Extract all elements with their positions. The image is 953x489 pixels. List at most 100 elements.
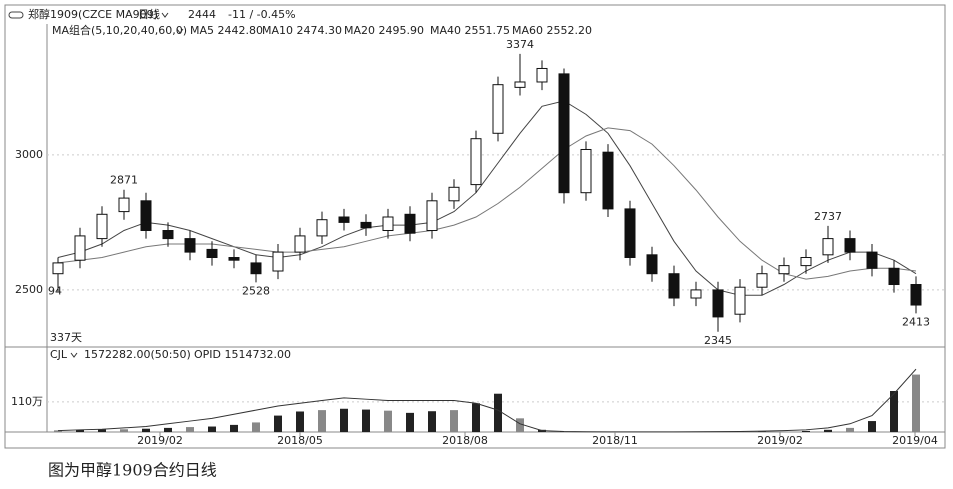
candle-body: [514, 81, 526, 88]
candle-body: [52, 262, 64, 275]
volume-bar: [406, 412, 414, 432]
candle-body: [800, 257, 812, 267]
candle-body: [96, 213, 108, 240]
candle-body: [646, 254, 658, 275]
candle-body: [844, 238, 856, 253]
candle-body: [558, 73, 570, 194]
volume-bar: [472, 403, 480, 432]
last-price: 2444: [188, 8, 216, 21]
candle-body: [228, 257, 240, 261]
oi-header: OPID 1514732.00: [194, 348, 291, 361]
candle-body: [74, 235, 86, 261]
x-tick-label: 2018/05: [277, 434, 323, 447]
candle-body: [536, 67, 548, 83]
volume-bar: [252, 422, 260, 432]
price-label: 2345: [704, 334, 732, 347]
chevron[interactable]: [70, 352, 78, 358]
ma-line: [57, 100, 917, 296]
volume-bar: [802, 430, 810, 432]
chevron[interactable]: [161, 12, 169, 18]
price-label: 2528: [242, 284, 270, 297]
volume-bar: [230, 424, 238, 432]
candle-body: [734, 286, 746, 315]
candle-body: [404, 213, 416, 234]
price-label: 2871: [110, 174, 138, 187]
period[interactable]: 日线: [138, 7, 160, 21]
volume-bar: [868, 421, 876, 432]
candle-body: [888, 267, 900, 286]
volume-header: 1572282.00(50:50): [84, 348, 191, 361]
volume-name[interactable]: CJL: [50, 348, 68, 361]
volume-bar: [98, 429, 106, 432]
y-tick-label: 2500: [15, 283, 43, 296]
contract-title: 郑醇1909(CZCE MA909): [28, 7, 158, 21]
price-label: 2413: [902, 315, 930, 328]
days-label: 337天: [50, 331, 82, 344]
volume-bar: [340, 408, 348, 432]
candle-body: [822, 238, 834, 256]
candle-body: [338, 216, 350, 223]
y-tick-label: 110万: [11, 395, 43, 408]
candle-body: [866, 251, 878, 269]
chevron[interactable]: [176, 28, 184, 34]
volume-bar: [186, 427, 194, 432]
frame: [4, 4, 946, 449]
candle-body: [316, 219, 328, 237]
ma-legend: MA60 2552.20: [512, 24, 592, 37]
candle-body: [910, 284, 922, 306]
volume-bar: [208, 426, 216, 432]
volume-bar: [318, 410, 326, 432]
candle-body: [668, 273, 680, 299]
volume-bar: [516, 418, 524, 432]
ma-legend: MA40 2551.75: [430, 24, 510, 37]
x-tick-label: 2019/04: [892, 434, 938, 447]
ma-legend: MA10 2474.30: [262, 24, 342, 37]
volume-bar: [780, 431, 788, 432]
candle-body: [624, 208, 636, 259]
volume-bar: [296, 411, 304, 432]
volume-bar: [494, 393, 502, 432]
candle-body: [492, 84, 504, 134]
ma-header[interactable]: MA组合(5,10,20,40,60,0): [52, 23, 187, 37]
volume-bar: [890, 390, 898, 432]
candle-body: [162, 230, 174, 240]
candle-body: [690, 289, 702, 299]
candle-body: [382, 216, 394, 232]
y-tick-label: 3000: [15, 148, 43, 161]
candle-body: [712, 289, 724, 318]
ma-legend: MA5 2442.80: [190, 24, 263, 37]
x-tick-label: 2018/08: [442, 434, 488, 447]
candle-body: [602, 151, 614, 210]
candle-body: [294, 235, 306, 253]
candle-body: [272, 251, 284, 272]
caption: 图为甲醇1909合约日线: [48, 461, 217, 480]
volume-bar: [76, 429, 84, 432]
volume-bar: [120, 429, 128, 432]
volume-bar: [846, 427, 854, 432]
candle-body: [118, 197, 130, 213]
candle-body: [448, 186, 460, 202]
volume-bar: [362, 409, 370, 432]
volume-bar: [428, 411, 436, 432]
price-label: 2737: [814, 210, 842, 223]
link-icon[interactable]: [8, 11, 24, 19]
volume-bar: [384, 410, 392, 432]
edge-label: 94: [48, 285, 62, 298]
volume-bar: [142, 428, 150, 432]
volume-bar: [450, 410, 458, 432]
volume-bar: [54, 430, 62, 432]
candle-body: [778, 265, 790, 275]
candle-body: [470, 138, 482, 186]
candle-body: [140, 200, 152, 232]
x-tick-label: 2019/02: [757, 434, 803, 447]
volume-bar: [164, 427, 172, 432]
ma-legend: MA20 2495.90: [344, 24, 424, 37]
volume-bar: [824, 429, 832, 432]
ma-line: [57, 127, 917, 280]
candle-body: [580, 148, 592, 194]
volume-bar: [274, 415, 282, 432]
candle-body: [360, 221, 372, 229]
candle-body: [250, 262, 262, 275]
x-tick-label: 2019/02: [137, 434, 183, 447]
